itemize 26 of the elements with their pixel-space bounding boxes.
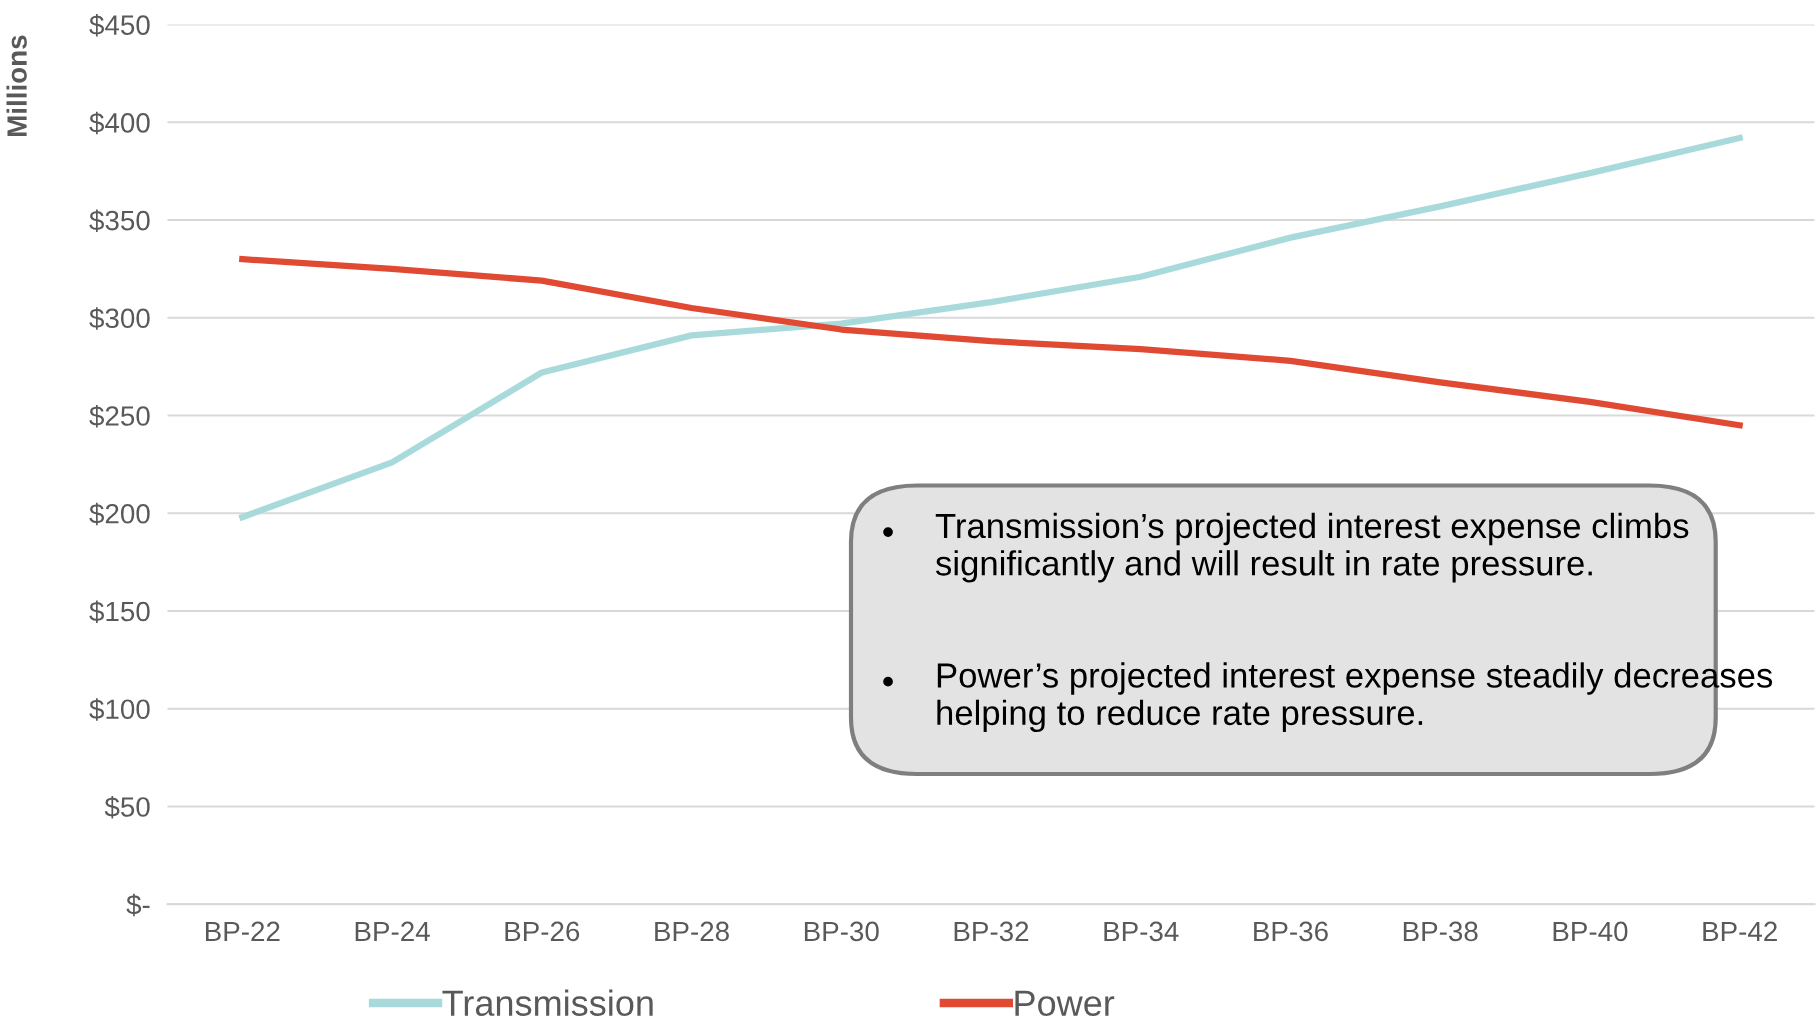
y-tick-label: $300 [89,307,150,330]
x-tick-label: BP-38 [1403,921,1478,942]
y-tick-label: $150 [89,600,150,623]
y-tick-label: $250 [89,405,150,428]
y-tick-label: $400 [89,111,150,135]
y-tick-label: $350 [89,209,150,233]
y-tick-label: $50 [104,795,150,819]
y-axis-title: Millions [6,35,27,136]
x-tick-label: BP-24 [355,921,430,941]
y-tick-label: $200 [89,502,150,526]
x-tick-label: BP-22 [205,921,280,941]
legend-label: Power [1015,990,1115,1016]
x-tick-label: BP-42 [1703,921,1777,941]
legend-label: Transmission [442,989,653,1016]
x-tick-label: BP-26 [505,921,580,942]
x-tick-label: BP-40 [1553,921,1628,942]
x-tick-label: BP-28 [655,921,729,942]
x-tick-label: BP-34 [1104,921,1179,942]
annotation: Power’s projected interest expense steadily decreases helping to reduce rate pressure. [937,662,1773,733]
annotation: Transmission’s projected interest expense climbs significantly and will result in rate pressure. [935,512,1689,583]
y-tick-label: $450 [89,14,150,37]
x-tick-label: BP-30 [804,921,879,942]
x-tick-label: BP-32 [954,921,1029,942]
y-tick-label: $100 [89,698,150,721]
y-tick-label: $- [126,893,150,917]
x-tick-label: BP-36 [1254,921,1328,942]
